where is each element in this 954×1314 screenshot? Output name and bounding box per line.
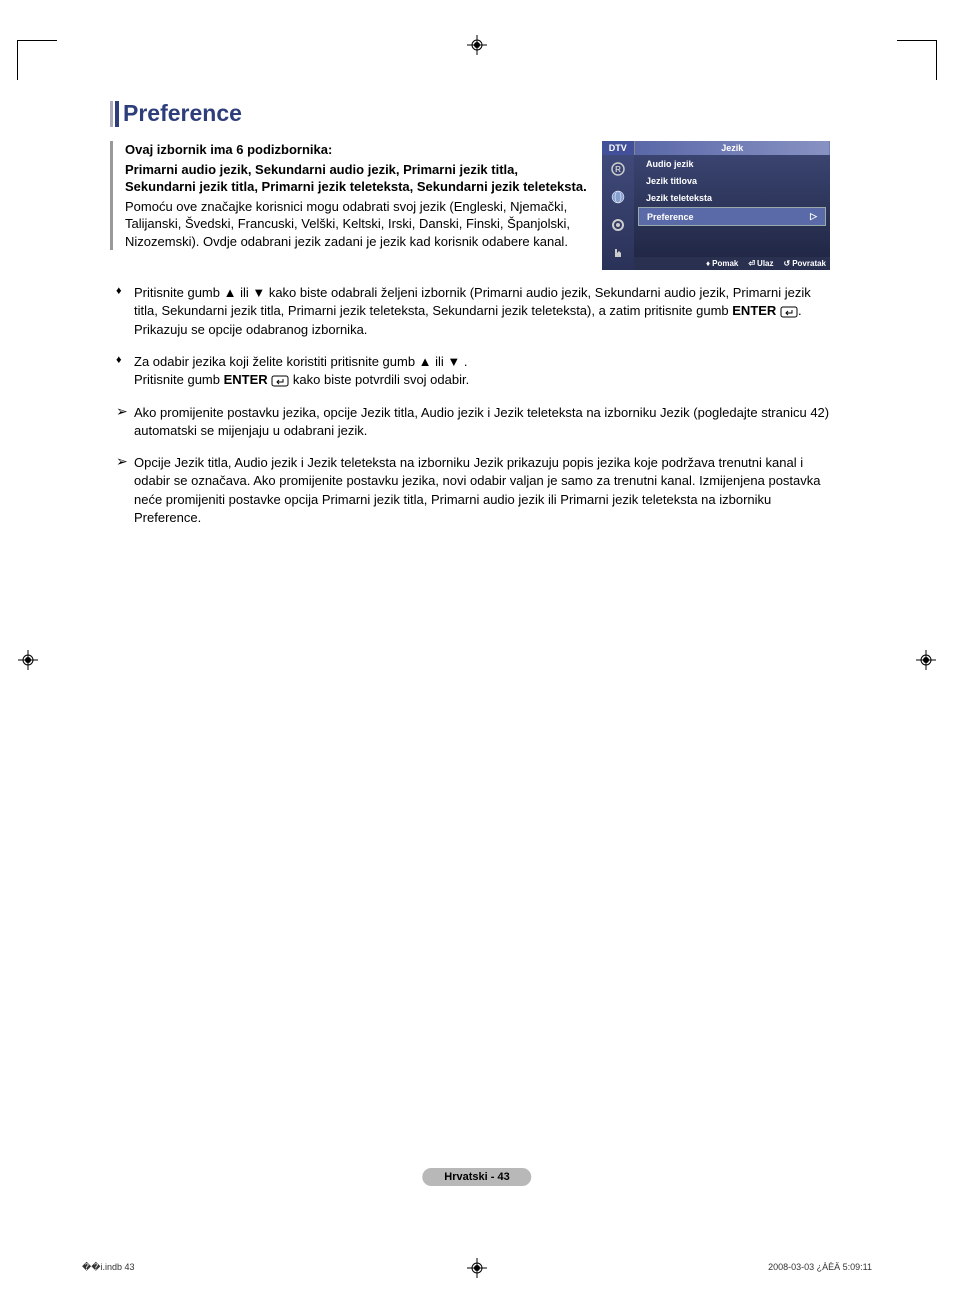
title-bar-decor — [115, 101, 119, 127]
diamond-bullet-icon: ♦ — [110, 353, 134, 390]
section-title: Preference — [123, 100, 242, 127]
intro-block: Ovaj izbornik ima 6 podizbornika: Primar… — [110, 141, 588, 250]
bullet-item: ➢Ako promijenite postavku jezika, opcije… — [110, 404, 830, 440]
bullet-list: ♦Pritisnite gumb ▲ ili ▼ kako biste odab… — [110, 284, 830, 527]
bullet-item: ♦Pritisnite gumb ▲ ili ▼ kako biste odab… — [110, 284, 830, 339]
bullet-text: Za odabir jezika koji želite koristiti p… — [134, 353, 830, 390]
registration-mark-left — [18, 650, 38, 670]
registration-mark-top — [467, 35, 487, 55]
osd-menu-item: Preference▷ — [638, 207, 826, 226]
osd-screenshot: DTV Jezik R Audio jezikJezik titlovaJezi… — [602, 141, 830, 270]
enter-icon — [780, 303, 798, 321]
section-title-block: Preference — [110, 100, 830, 127]
osd-header-title: Jezik — [635, 141, 831, 155]
osd-menu-item: Audio jezik — [638, 156, 826, 172]
diamond-bullet-icon: ♦ — [110, 284, 134, 339]
osd-r-icon: R — [602, 155, 634, 183]
intro-description: Pomoću ove značajke korisnici mogu odabr… — [125, 198, 588, 251]
osd-hint-move: ♦Pomak — [706, 259, 738, 268]
crop-corner-tl — [17, 40, 57, 80]
crop-corner-tr — [897, 40, 937, 80]
enter-icon: ⏎ — [748, 259, 755, 268]
osd-dtv-badge: DTV — [602, 141, 634, 155]
updown-icon: ♦ — [706, 259, 710, 268]
enter-icon — [271, 372, 289, 390]
osd-hint-enter: ⏎Ulaz — [748, 259, 773, 268]
osd-hand-icon — [602, 239, 634, 267]
registration-mark-right — [916, 650, 936, 670]
crop-marks-top — [0, 10, 954, 80]
osd-footer: ♦Pomak ⏎Ulaz ↺Povratak — [634, 257, 830, 270]
chevron-right-icon: ▷ — [810, 211, 817, 222]
page-number-badge: Hrvatski - 43 — [422, 1168, 531, 1186]
arrow-bullet-icon: ➢ — [110, 454, 134, 527]
bullet-text: Opcije Jezik titla, Audio jezik i Jezik … — [134, 454, 830, 527]
intro-heading: Ovaj izbornik ima 6 podizbornika: — [125, 141, 588, 159]
bullet-item: ♦Za odabir jezika koji želite koristiti … — [110, 353, 830, 390]
osd-gear-icon — [602, 211, 634, 239]
bullet-item: ➢Opcije Jezik titla, Audio jezik i Jezik… — [110, 454, 830, 527]
osd-menu-item: Jezik teleteksta — [638, 190, 826, 206]
osd-icon-column: R — [602, 155, 634, 270]
osd-menu-column: Audio jezikJezik titlovaJezik teleteksta… — [634, 155, 830, 270]
page-content: Preference Ovaj izbornik ima 6 podizborn… — [110, 100, 830, 541]
svg-text:R: R — [615, 165, 621, 174]
return-icon: ↺ — [784, 259, 791, 268]
title-bar-decor — [110, 101, 113, 127]
intro-sublist: Primarni audio jezik, Sekundarni audio j… — [125, 161, 588, 196]
osd-menu-item: Jezik titlova — [638, 173, 826, 189]
osd-hint-return: ↺Povratak — [784, 259, 827, 268]
arrow-bullet-icon: ➢ — [110, 404, 134, 440]
footer-filename: ��i.indb 43 — [82, 1262, 134, 1273]
registration-mark-bottom — [467, 1258, 487, 1278]
osd-globe-icon — [602, 183, 634, 211]
bullet-text: Ako promijenite postavku jezika, opcije … — [134, 404, 830, 440]
bullet-text: Pritisnite gumb ▲ ili ▼ kako biste odabr… — [134, 284, 830, 339]
footer-timestamp: 2008-03-03 ¿ÀÈÄ 5:09:11 — [768, 1262, 872, 1272]
